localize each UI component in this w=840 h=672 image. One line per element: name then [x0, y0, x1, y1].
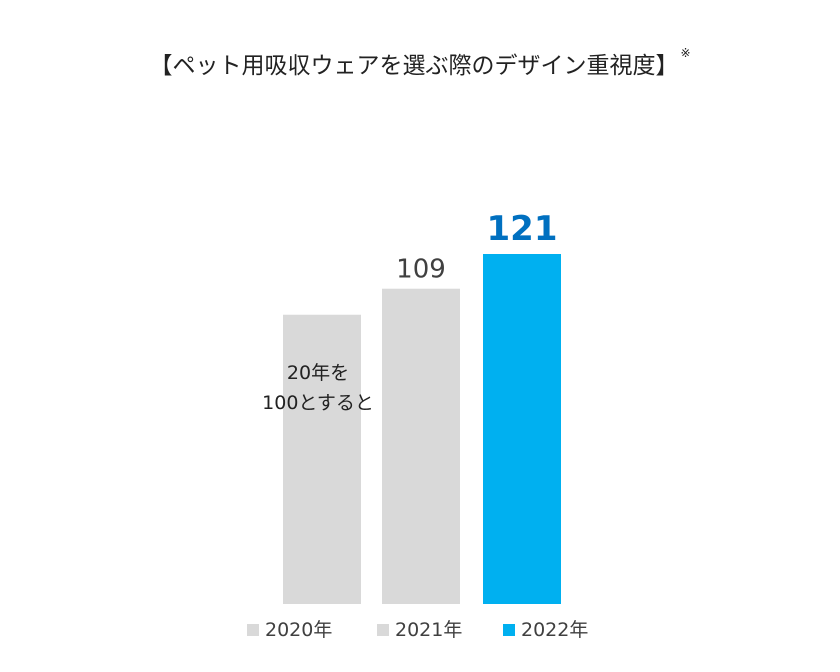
bar-3	[483, 254, 561, 604]
data-label-3: 121	[487, 209, 558, 249]
chart-title-text: 【ペット用吸収ウェアを選ぶ際のデザイン重視度】	[149, 53, 679, 79]
chart-title-note: ※	[680, 46, 691, 60]
bar-1	[283, 314, 361, 604]
legend-label-2: 2021年	[395, 619, 462, 641]
legend-swatch-1	[247, 624, 259, 636]
annotation-line-2: 100とすると	[262, 392, 374, 414]
legend-swatch-2	[377, 624, 389, 636]
data-label-2: 109	[396, 255, 446, 285]
legend-label-3: 2022年	[521, 619, 588, 641]
bar-2	[382, 288, 460, 604]
annotation-line-1: 20年を	[287, 362, 349, 384]
legend-label-1: 2020年	[265, 619, 332, 641]
legend-swatch-3	[503, 624, 515, 636]
chart-title: 【ペット用吸収ウェアを選ぶ際のデザイン重視度】 ※	[0, 46, 840, 80]
